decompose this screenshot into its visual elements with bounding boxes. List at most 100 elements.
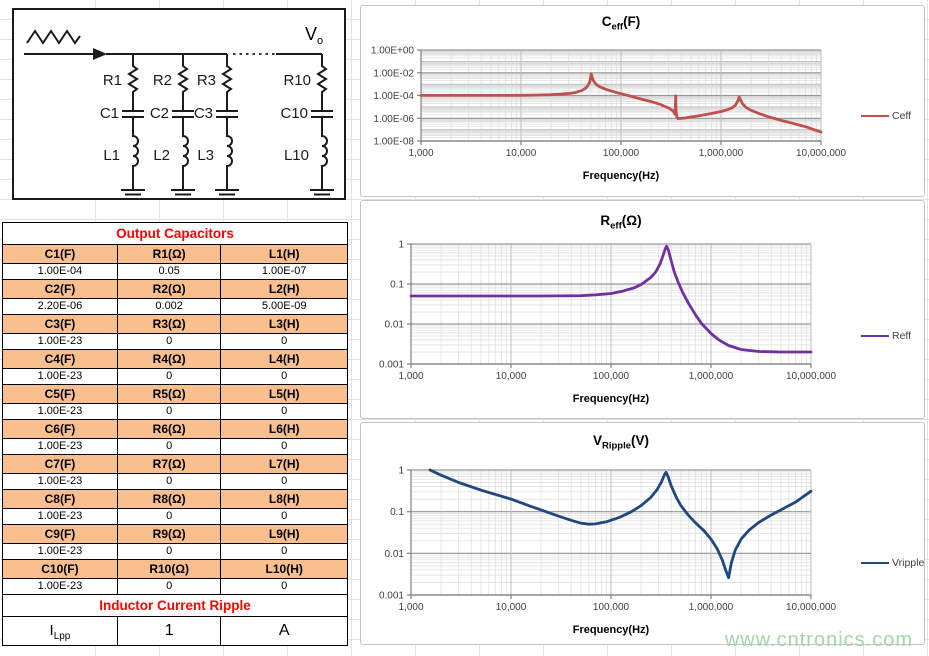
table-header-cell: C6(F) [3,420,118,439]
table-header-row: C4(F) R4(Ω) L4(H) [3,350,347,369]
table-value-cell[interactable]: 1.00E-07 [221,264,347,280]
ripple-row: ILpp 1 A [3,617,347,645]
ceff-chart[interactable]: 1.00E+00 1.00E-02 1.00E-04 1.00E-06 1.00E-08… [360,5,925,197]
table-header-cell: R10(Ω) [117,560,222,579]
svg-text:0.1: 0.1 [390,507,404,518]
reff-chart[interactable]: 1 0.1 0.01 0.001 1,000 10,000 100,000 1,000,000… [360,200,925,419]
table-value-row: 2.20E-06 0.002 5.00E-09 [3,299,347,315]
table-header-cell: R7(Ω) [117,455,222,474]
svg-text:100,000: 100,000 [593,602,630,613]
reff-legend-label: Reff [892,330,912,342]
table-value-cell[interactable]: 0.002 [117,299,222,315]
table-value-cell[interactable]: 0 [117,474,222,490]
l-component-label: L2 [153,147,170,164]
table-value-cell[interactable]: 0 [117,404,222,420]
table-header-cell: R3(Ω) [117,315,222,334]
ripple-title: Inductor Current Ripple [3,595,347,617]
svg-text:0.001: 0.001 [379,360,404,371]
svg-text:1.00E-04: 1.00E-04 [373,91,414,102]
table-header-cell: R5(Ω) [117,385,222,404]
svg-text:1,000,000: 1,000,000 [689,602,734,613]
table-header-cell: L2(H) [221,280,347,299]
table-header-cell: R4(Ω) [117,350,222,369]
table-value-cell[interactable]: 0.05 [117,264,222,280]
capacitor-table-body: C1(F) R1(Ω) L1(H) 1.00E-04 0.05 1.00E-07 C2(F)… [3,245,347,595]
x-axis-title: Frequency(Hz) [583,170,660,182]
table-value-cell[interactable]: 0 [221,439,347,455]
table-value-cell[interactable]: 0 [221,579,347,595]
vripple-chart[interactable]: 1 0.1 0.01 0.001 1,000 10,000 100,000 1,000,000… [360,422,925,645]
table-value-cell[interactable]: 1.00E-23 [3,509,118,525]
table-value-row: 1.00E-04 0.05 1.00E-07 [3,264,347,280]
table-value-cell[interactable]: 0 [117,579,222,595]
table-value-cell[interactable]: 0 [117,369,222,385]
circuit-svg: R1 C1 L1 R2 C2 L2 R3 C3 L3 R10 C10 L10 V o [24,24,334,198]
table-value-cell[interactable]: 2.20E-06 [3,299,118,315]
table-value-row: 1.00E-23 0 0 [3,369,347,385]
table-value-cell[interactable]: 0 [221,544,347,560]
c-component-label: C3 [194,105,213,122]
svg-text:1.00E+00: 1.00E+00 [371,46,415,57]
table-header-cell: L10(H) [221,560,347,579]
rlc-branch [171,54,195,198]
table-value-cell[interactable]: 0 [221,474,347,490]
axes [417,49,822,145]
table-value-cell[interactable]: 0 [221,334,347,350]
vripple-chart-title: VRipple(V) [592,433,650,452]
table-value-row: 1.00E-23 0 0 [3,509,347,525]
table-value-row: 1.00E-23 0 0 [3,474,347,490]
table-header-cell: L8(H) [221,490,347,509]
ilpp-unit-cell[interactable]: A [278,622,290,639]
ilpp-value-cell[interactable]: 1 [118,617,222,645]
c-component-label: C2 [150,105,169,122]
table-value-cell[interactable]: 0 [221,404,347,420]
table-header-cell: C4(F) [3,350,118,369]
circuit-diagram[interactable]: R1 C1 L1 R2 C2 L2 R3 C3 L3 R10 C10 L10 V o [12,8,346,200]
table-title: Output Capacitors [3,223,347,245]
table-header-cell: L3(H) [221,315,347,334]
table-value-cell[interactable]: 0 [117,509,222,525]
table-value-cell[interactable]: 1.00E-23 [3,579,118,595]
l-component-label: L1 [103,147,120,164]
axes [407,243,812,368]
table-header-cell: R2(Ω) [117,280,222,299]
ripple-current-waveform-icon [26,29,81,45]
r-component-label: R10 [283,72,311,89]
y-axis-tick-labels: 1.00E+00 1.00E-02 1.00E-04 1.00E-06 1.00E-08 [371,46,415,148]
table-header-cell: C9(F) [3,525,118,544]
table-value-cell[interactable]: 0 [117,439,222,455]
table-header-cell: L1(H) [221,245,347,264]
watermark: www.cntronics.com [724,629,913,651]
table-value-cell[interactable]: 5.00E-09 [221,299,347,315]
table-value-cell[interactable]: 0 [117,334,222,350]
ceff-legend-label: Ceff [892,110,912,122]
table-value-cell[interactable]: 0 [221,509,347,525]
table-value-cell[interactable]: 1.00E-23 [3,334,118,350]
table-value-row: 1.00E-23 0 0 [3,579,347,595]
table-value-cell[interactable]: 1.00E-23 [3,404,118,420]
reff-legend-line [861,335,889,337]
x-axis-tick-labels: 1,000 10,000 100,000 1,000,000 10,000,000 [398,602,836,613]
table-header-cell: R8(Ω) [117,490,222,509]
output-capacitors-table: Output Capacitors C1(F) R1(Ω) L1(H) 1.00E-0… [2,222,348,646]
table-header-cell: R9(Ω) [117,525,222,544]
c-component-label: C10 [280,105,308,122]
vripple-legend-line [861,562,889,564]
table-value-cell[interactable]: 1.00E-04 [3,264,118,280]
table-value-row: 1.00E-23 0 0 [3,439,347,455]
svg-text:1,000,000: 1,000,000 [689,371,734,382]
svg-text:10,000: 10,000 [496,371,527,382]
vripple-legend: Vripple [861,557,925,569]
axes [407,469,812,599]
table-value-cell[interactable]: 1.00E-23 [3,544,118,560]
table-value-cell[interactable]: 0 [221,369,347,385]
table-value-cell[interactable]: 0 [117,544,222,560]
r-component-label: R3 [197,72,216,89]
r-component-label: R2 [153,72,172,89]
table-value-cell[interactable]: 1.00E-23 [3,369,118,385]
arrowhead-icon [93,48,107,60]
table-value-cell[interactable]: 1.00E-23 [3,474,118,490]
table-value-cell[interactable]: 1.00E-23 [3,439,118,455]
table-header-cell: C1(F) [3,245,118,264]
